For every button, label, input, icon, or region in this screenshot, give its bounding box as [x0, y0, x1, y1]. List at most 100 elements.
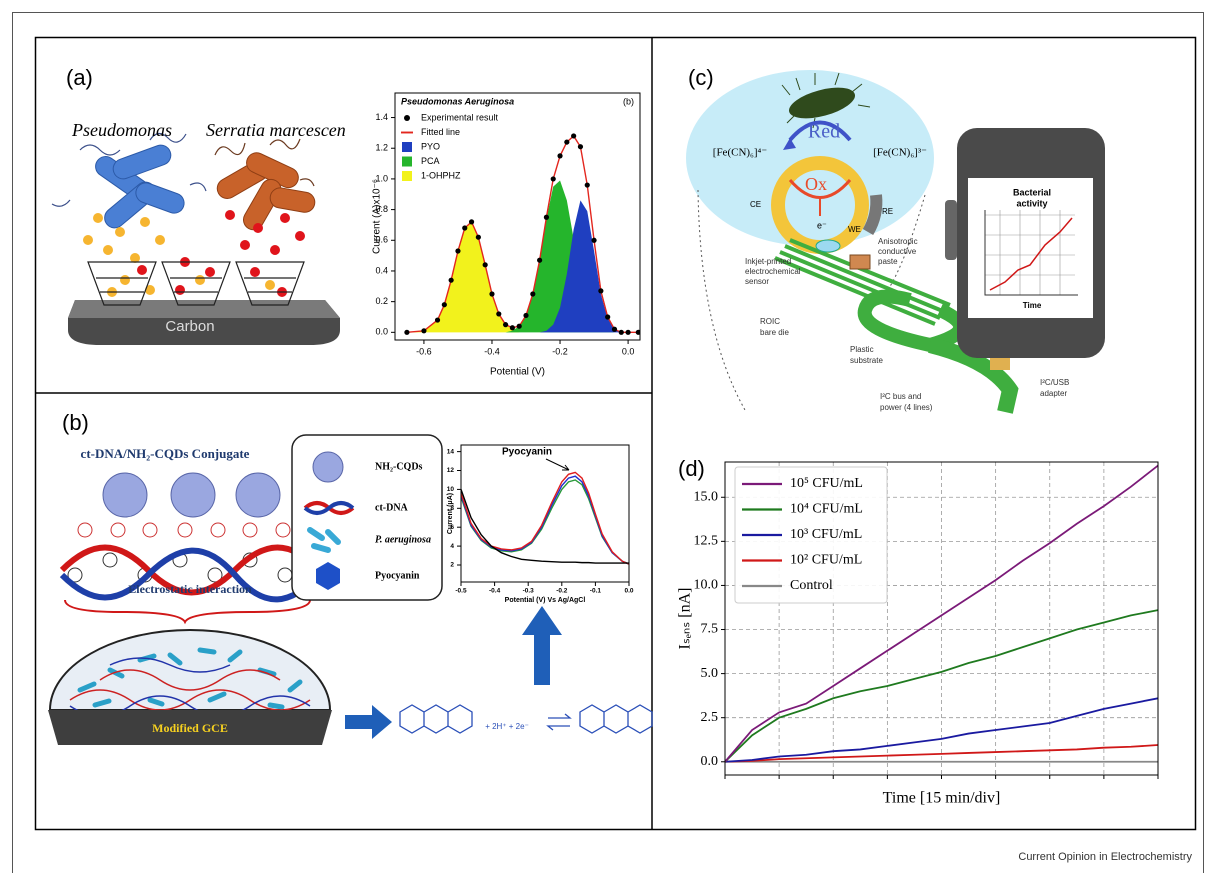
callout-label: paste — [878, 257, 898, 266]
illustration-b-part — [313, 452, 343, 482]
interaction-label: Electrostatic interaction — [128, 582, 252, 596]
organism-label: Serratia marcescen — [206, 120, 346, 140]
x-tick-label: -0.2 — [556, 588, 568, 595]
key-label: P. aeruginosa — [375, 534, 431, 545]
data-point — [421, 328, 426, 333]
illustration-b-part-part — [276, 523, 290, 537]
illustration-a-part-part — [250, 267, 260, 277]
data-point — [449, 278, 454, 283]
illustration-b-part-part — [171, 473, 215, 517]
illustration-b-part-part — [143, 523, 157, 537]
illustration-a-part-part — [295, 231, 305, 241]
illustration-a-part-part — [93, 213, 103, 223]
illustration-a-part-part — [225, 210, 235, 220]
legend-label: Fitted line — [421, 127, 460, 137]
y-tick-label: 2 — [450, 562, 454, 569]
data-point — [564, 139, 569, 144]
data-point — [496, 311, 501, 316]
callout-label: bare die — [760, 328, 789, 337]
illustration-a-part-part — [195, 275, 205, 285]
x-tick-label: 0.0 — [624, 588, 633, 595]
x-axis-label: Potential (V) — [490, 367, 545, 378]
data-point — [476, 235, 481, 240]
key-label: NH₂-CQDs — [375, 461, 423, 472]
panel-label: (b) — [62, 410, 89, 435]
legend-swatch — [402, 157, 412, 167]
data-point — [537, 258, 542, 263]
illustration-b-part-part — [111, 523, 125, 537]
data-point — [571, 133, 576, 138]
y-axis-label: Current (A)x10⁻⁶ — [372, 179, 383, 254]
illustration-a-part-part — [205, 267, 215, 277]
panel-label: (a) — [66, 65, 93, 90]
data-point — [605, 314, 610, 319]
legend-swatch — [402, 142, 412, 152]
illustration-a-part-part — [137, 265, 147, 275]
conjugate-label: ct-DNA/NH₂-CQDs Conjugate — [81, 446, 250, 461]
data-point — [517, 324, 522, 329]
organism-label: Pseudomonas — [71, 120, 172, 140]
reaction-label: + 2H⁺ + 2e⁻ — [485, 722, 529, 731]
illustration-c-part — [850, 255, 870, 269]
y-axis-label: Iₛₑₙₛ [nA] — [677, 588, 694, 650]
chart-title: Pseudomonas Aeruginosa — [401, 96, 514, 106]
callout-label: Anisotropic — [878, 237, 918, 246]
y-tick-label: 0.2 — [375, 296, 388, 306]
electrode-label: Modified GCE — [152, 721, 228, 735]
callout-label: electrochemical — [745, 267, 801, 276]
illustration-b-part-part — [211, 523, 225, 537]
illustration-b-part — [103, 473, 280, 517]
electrode-label: WE — [848, 225, 861, 234]
illustration-a-part-part — [280, 213, 290, 223]
callout-label: sensor — [745, 277, 769, 286]
electrode-label: RE — [882, 207, 893, 216]
y-tick-label: 10 — [447, 486, 455, 493]
illustration-a-part-part — [175, 285, 185, 295]
illustration-c-part — [990, 358, 1010, 370]
electrode-label: Carbon — [165, 318, 214, 335]
legend-label: 10⁴ CFU/mL — [790, 502, 863, 517]
legend-label: 10² CFU/mL — [790, 553, 862, 568]
illustration-b-part-part — [103, 473, 147, 517]
illustration-b-part-part — [178, 523, 192, 537]
data-point — [503, 322, 508, 327]
screen-axis-label: Time — [1023, 301, 1042, 310]
legend-label: PCA — [421, 156, 440, 166]
x-tick-label: -0.3 — [523, 588, 535, 595]
callout-label: substrate — [850, 356, 883, 365]
data-point — [455, 248, 460, 253]
illustration-a-part-part — [120, 275, 130, 285]
y-tick-label: 12 — [447, 467, 455, 474]
legend-swatch — [402, 171, 412, 181]
legend-label: PYO — [421, 141, 440, 151]
data-point — [469, 219, 474, 224]
data-point — [619, 330, 624, 335]
reduction-label: Red — [808, 121, 840, 143]
y-tick-label: 0.0 — [701, 754, 719, 769]
data-point — [578, 144, 583, 149]
y-tick-label: 0.4 — [375, 265, 388, 275]
screen-title: activity — [1016, 198, 1047, 208]
callout-label: power (4 lines) — [880, 403, 933, 412]
callout-label: Inkjet-printed — [745, 257, 791, 266]
callout-label: ROIC — [760, 317, 780, 326]
illustration-a-part-part — [83, 235, 93, 245]
data-point — [598, 288, 603, 293]
illustration-a-part-part — [240, 240, 250, 250]
illustration-b-part-part — [103, 553, 117, 567]
x-axis-label: Time [15 min/div] — [883, 790, 1001, 807]
data-point — [435, 317, 440, 322]
y-tick-label: 10.0 — [694, 578, 719, 593]
data-point — [625, 330, 630, 335]
legend-marker — [404, 115, 410, 121]
illustration-a-part-part — [253, 223, 263, 233]
y-tick-label: 4 — [450, 543, 454, 550]
panel-label: (d) — [678, 456, 705, 481]
species-label: [Fe(CN)₆]⁴⁻ — [713, 147, 768, 159]
data-point — [612, 327, 617, 332]
key-label: Pyocyanin — [375, 570, 420, 581]
annotation: Pyocyanin — [502, 447, 552, 458]
y-tick-label: 14 — [447, 448, 455, 455]
legend-label: Control — [790, 578, 833, 593]
oxidation-label: Ox — [805, 174, 827, 194]
